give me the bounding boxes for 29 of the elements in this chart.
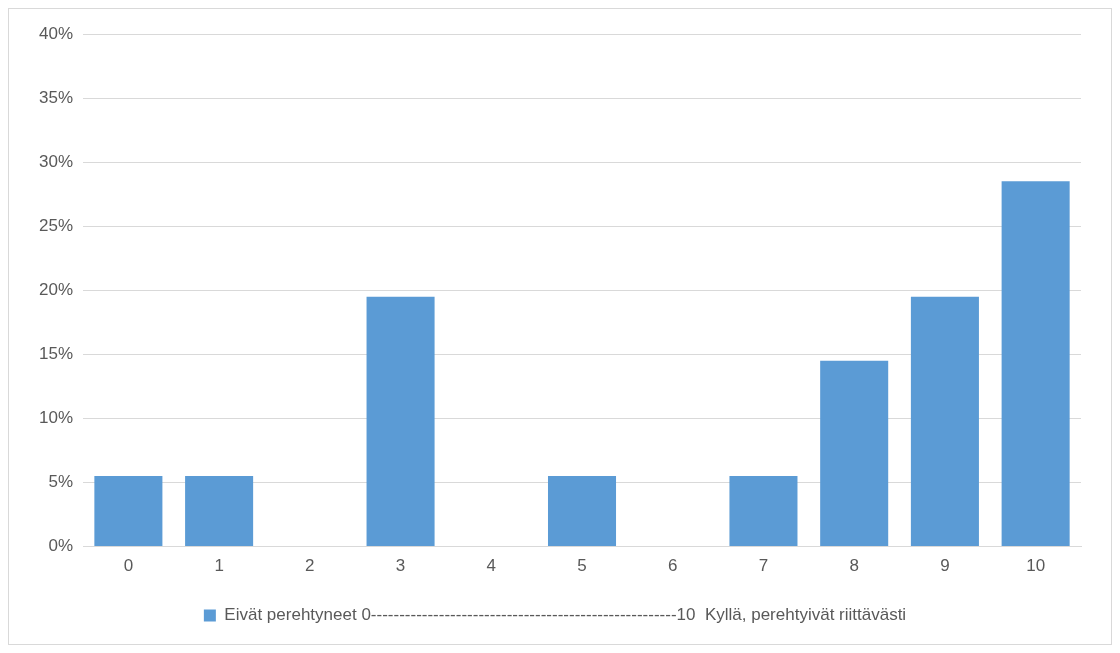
x-tick-label: 3 xyxy=(395,556,406,576)
legend-label: Eivät perehtyneet 0------------------------------------------------------10 Kyllä, perehtyivät riittävästi xyxy=(224,605,907,625)
bar xyxy=(366,296,435,547)
x-tick-label: 6 xyxy=(668,556,678,576)
bar xyxy=(94,476,163,547)
x-tick-label: 8 xyxy=(849,556,859,576)
bar xyxy=(185,476,254,547)
x-tick-label: 2 xyxy=(305,556,315,576)
x-tick-label: 10 xyxy=(1026,556,1046,576)
y-tick-label: 40% xyxy=(38,23,74,43)
x-tick-label: 9 xyxy=(940,556,950,576)
y-tick-label: 0% xyxy=(48,536,74,556)
bar xyxy=(547,476,617,547)
x-tick-label: 5 xyxy=(577,556,587,576)
y-tick-label: 35% xyxy=(38,87,74,107)
y-tick-label: 15% xyxy=(38,344,74,364)
x-tick-label: 0 xyxy=(123,556,134,576)
y-tick-label: 5% xyxy=(48,472,74,492)
x-tick-label: 1 xyxy=(214,556,224,576)
y-tick-label: 20% xyxy=(38,279,74,299)
y-tick-label: 30% xyxy=(38,151,74,171)
bar xyxy=(729,476,798,547)
y-tick-label: 25% xyxy=(38,215,74,235)
bar xyxy=(910,296,979,547)
y-tick-label: 10% xyxy=(38,408,74,428)
bar xyxy=(1001,181,1070,547)
x-tick-label: 7 xyxy=(758,556,769,576)
x-tick-label: 4 xyxy=(486,556,497,576)
bar xyxy=(820,360,889,547)
